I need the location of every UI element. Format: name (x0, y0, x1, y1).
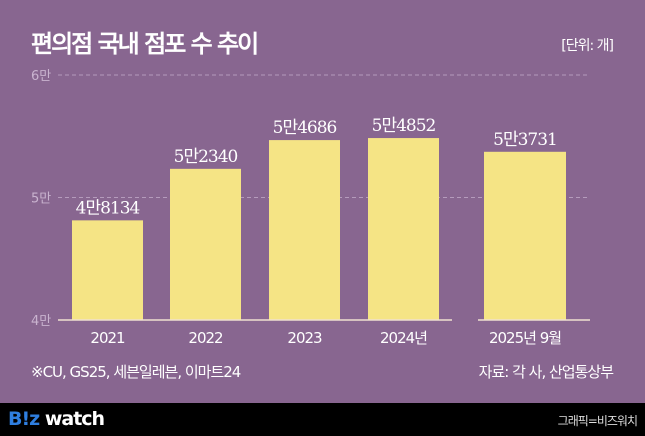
x-tick-label: 2021 (90, 329, 125, 347)
bizwatch-logo: B!z watch (8, 408, 105, 430)
bar (368, 138, 439, 320)
x-tick-label: 2022 (188, 329, 223, 347)
data-label: 4만8134 (76, 198, 140, 218)
y-tick-label: 5만 (31, 192, 51, 207)
y-tick-label: 6만 (31, 69, 51, 84)
unit-label: [단위: 개] (561, 38, 614, 54)
footer-bar: B!z watch 그래픽=비즈워치 (0, 403, 645, 436)
chart-title: 편의점 국내 점포 수 추이 (31, 30, 259, 58)
x-tick-label: 2023 (287, 329, 322, 347)
bar (170, 168, 241, 320)
graphic-credit: 그래픽=비즈워치 (557, 414, 638, 428)
x-tick-label: 2025년 9월 (489, 329, 561, 347)
bar (269, 140, 340, 320)
bar (72, 220, 143, 320)
y-tick-label: 4만 (31, 314, 51, 329)
x-tick-label: 2024년 (380, 329, 427, 347)
data-label: 5만4686 (273, 118, 337, 138)
bar-chart: 4만 5만 6만 4만8134 2021 5만2340 2022 5만4686 2023 5만48… (31, 69, 590, 347)
bar (484, 151, 566, 320)
data-label: 5만3731 (493, 130, 557, 150)
data-label: 5만4852 (372, 116, 436, 136)
source-label: 자료: 각 사, 산업통상부 (478, 363, 614, 381)
footnote: ※CU, GS25, 세븐일레븐, 이마트24 (31, 363, 241, 381)
data-label: 5만2340 (174, 147, 238, 167)
